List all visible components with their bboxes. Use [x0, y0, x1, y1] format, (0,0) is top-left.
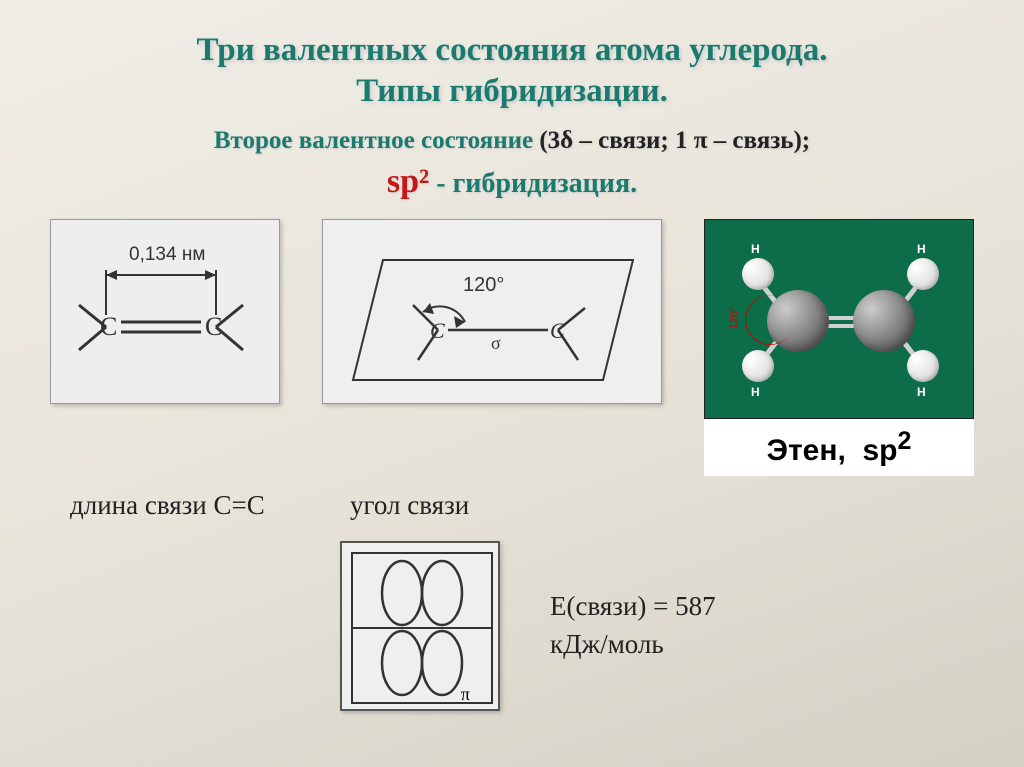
pi-label: π — [461, 684, 470, 705]
title-line-2: Типы гибридизации. — [356, 73, 668, 109]
bond-length-value: 0,134 нм — [129, 244, 205, 266]
energy-line-2: кДж/моль — [550, 629, 664, 659]
angle-left-c: C — [430, 318, 445, 344]
bottom-row: π Е(связи) = 587 кДж/моль — [340, 541, 974, 711]
bond-angle-diagram — [323, 220, 663, 405]
bond-length-caption: длина связи С=С — [70, 490, 300, 521]
slide: Три валентных состояния атома углерода. … — [0, 0, 1024, 767]
hybrid-suffix: - гибридизация. — [429, 168, 637, 199]
ethene-3d-model: H H H H 120° — [704, 219, 974, 419]
sigma-label: σ — [491, 333, 501, 354]
h-label-2: H — [751, 385, 760, 399]
bond-length-panel: 0,134 нм C C — [50, 219, 280, 404]
caption-name: Этен, — [767, 434, 846, 467]
bond-angle-caption: угол связи — [350, 490, 650, 521]
angle-value: 120° — [463, 274, 504, 297]
h-label-3: H — [917, 242, 926, 256]
hybridization-line: sp² - гибридизация. — [50, 163, 974, 201]
figure-row: 0,134 нм C C 120° C — [50, 219, 974, 476]
right-c-label: C — [205, 312, 222, 342]
h-label-1: H — [751, 242, 760, 256]
energy-line-1: Е(связи) = 587 — [550, 591, 716, 621]
subtitle: Второе валентное состояние (3δ – связи; … — [50, 127, 974, 155]
subtitle-prefix: Второе валентное состояние — [214, 127, 540, 154]
title-line-1: Три валентных состояния атома углерода. — [197, 32, 828, 68]
caption-hybrid: sp — [862, 434, 897, 467]
left-c-label: C — [100, 312, 117, 342]
ethene-caption: Этен, sp2 — [704, 419, 974, 476]
caption-sup: 2 — [897, 427, 911, 455]
bond-angle-panel: 120° C C σ — [322, 219, 662, 404]
model-angle-label: 120° — [728, 306, 740, 329]
bond-energy-text: Е(связи) = 587 кДж/моль — [550, 588, 716, 664]
sp2-label: sp² — [387, 163, 429, 200]
slide-title: Три валентных состояния атома углерода. … — [50, 30, 974, 113]
ethene-model-panel: H H H H 120° Этен, sp2 — [704, 219, 974, 476]
subtitle-bonds: (3δ – связи; 1 π – связь); — [539, 127, 810, 154]
pi-orbital-diagram — [342, 543, 502, 713]
pi-orbital-panel: π — [340, 541, 500, 711]
h-label-4: H — [917, 385, 926, 399]
label-row: длина связи С=С угол связи — [70, 490, 974, 521]
angle-right-c: C — [550, 318, 565, 344]
